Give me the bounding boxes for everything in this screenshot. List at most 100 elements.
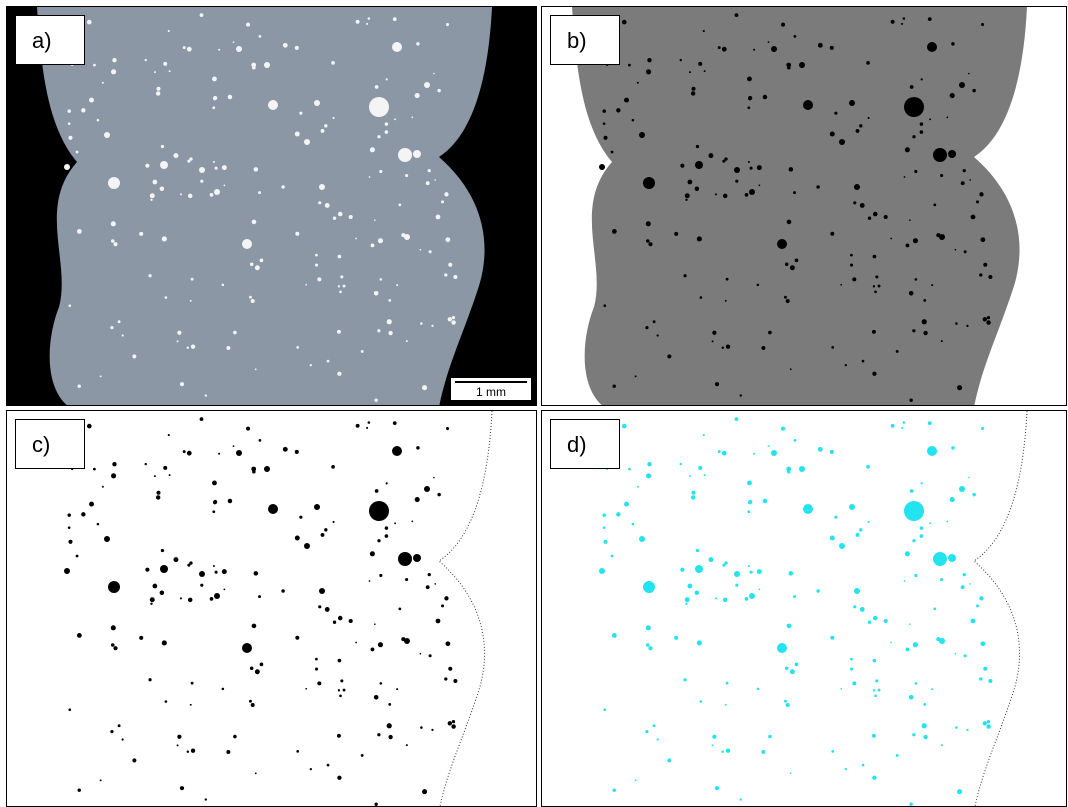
- pore: [68, 136, 72, 140]
- pore: [722, 347, 724, 349]
- pore: [361, 754, 364, 757]
- pore: [444, 273, 447, 276]
- pore: [961, 181, 965, 185]
- pore: [222, 569, 227, 574]
- pore: [431, 325, 433, 327]
- pore: [369, 97, 389, 117]
- pore: [340, 275, 343, 278]
- pore: [374, 623, 376, 625]
- pore: [979, 192, 983, 196]
- pore: [387, 723, 392, 728]
- pore: [763, 95, 767, 99]
- pore: [233, 331, 237, 335]
- pore: [689, 71, 691, 73]
- pore: [635, 779, 637, 781]
- pore: [321, 129, 325, 133]
- pore: [790, 772, 792, 774]
- pore: [928, 17, 932, 21]
- pore: [859, 124, 862, 127]
- pore: [161, 549, 164, 552]
- pore: [854, 588, 860, 594]
- pore: [667, 758, 671, 762]
- pore: [890, 642, 892, 644]
- pore: [415, 497, 420, 502]
- pore: [355, 238, 357, 240]
- pore: [777, 239, 787, 249]
- pore: [374, 219, 376, 221]
- pore: [420, 249, 422, 251]
- pore: [909, 803, 912, 806]
- pore: [646, 625, 651, 630]
- pore: [132, 758, 136, 762]
- pore: [903, 421, 906, 424]
- pore: [683, 274, 686, 277]
- pore: [428, 573, 431, 576]
- pore: [643, 581, 655, 593]
- pore: [923, 331, 927, 335]
- pore: [251, 703, 255, 707]
- pore: [156, 87, 160, 91]
- pore: [957, 789, 962, 794]
- pore: [680, 164, 684, 168]
- pore: [747, 480, 752, 485]
- pore: [378, 642, 383, 647]
- pore: [921, 78, 923, 80]
- pore: [757, 569, 762, 574]
- pore: [242, 643, 252, 653]
- pore: [165, 700, 168, 703]
- pore: [834, 516, 837, 519]
- pore: [100, 375, 102, 377]
- pore: [173, 153, 178, 158]
- pore: [87, 20, 92, 25]
- pore: [168, 30, 170, 32]
- pore: [878, 689, 881, 692]
- pore: [986, 320, 990, 324]
- pore: [145, 568, 149, 572]
- pore: [349, 215, 353, 219]
- pore: [226, 346, 230, 350]
- pore: [957, 385, 962, 390]
- pore: [222, 165, 227, 170]
- pore: [747, 510, 750, 513]
- pore: [969, 179, 971, 181]
- pore: [401, 637, 405, 641]
- pore: [691, 495, 695, 499]
- pore: [259, 439, 262, 442]
- pore: [645, 326, 648, 329]
- pore: [873, 659, 877, 663]
- pore: [648, 646, 652, 650]
- pore: [959, 486, 965, 492]
- pore: [781, 23, 785, 27]
- pore: [93, 64, 96, 67]
- pore: [150, 603, 152, 605]
- pore: [448, 667, 452, 671]
- pore: [768, 331, 772, 335]
- pore: [674, 636, 678, 640]
- pore: [319, 588, 325, 594]
- pore: [374, 399, 377, 402]
- pore: [645, 730, 648, 733]
- pore: [165, 296, 168, 299]
- pore: [903, 17, 906, 20]
- pore: [150, 597, 155, 602]
- pore: [333, 521, 335, 523]
- pore: [950, 93, 955, 98]
- pore: [199, 571, 205, 577]
- pore: [840, 284, 842, 286]
- pore: [646, 221, 651, 226]
- pore: [940, 174, 943, 177]
- pore: [87, 424, 92, 429]
- pore: [177, 340, 179, 342]
- pore: [929, 522, 931, 524]
- pore: [111, 625, 116, 630]
- pore: [445, 641, 450, 646]
- pore: [927, 446, 937, 456]
- pore: [691, 91, 695, 95]
- pore: [331, 465, 335, 469]
- pore: [784, 296, 787, 299]
- pore: [139, 636, 143, 640]
- pore: [890, 238, 892, 240]
- pore: [453, 275, 457, 279]
- pore: [145, 164, 149, 168]
- pore: [929, 118, 931, 120]
